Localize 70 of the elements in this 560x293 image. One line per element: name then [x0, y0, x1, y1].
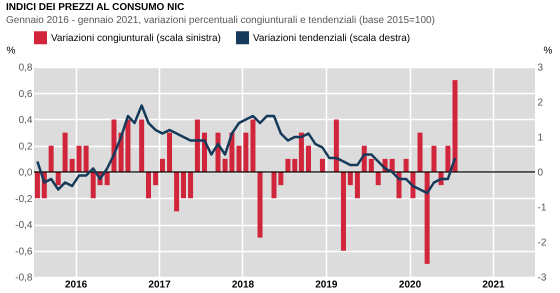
bar [354, 172, 360, 198]
legend-label: Variazioni congiunturali (scala sinistra) [51, 32, 221, 44]
bar [306, 146, 311, 172]
bar [125, 120, 130, 172]
bar [146, 172, 152, 198]
bar [56, 172, 61, 186]
bar [445, 146, 450, 172]
bar [418, 132, 423, 172]
bar [48, 146, 54, 172]
y-tick-label: 0,2 [18, 141, 33, 152]
x-tick-label: 2018 [232, 280, 255, 290]
bar [153, 172, 158, 186]
bar [320, 158, 325, 172]
y2-tick-label: 0 [538, 168, 544, 178]
y-tick-label: 0,8 [18, 62, 33, 74]
bar [139, 120, 144, 172]
y2-tick-label: -1 [538, 202, 547, 214]
y2-tick-label: 2 [538, 98, 544, 108]
bar [174, 172, 180, 212]
y2-tick-label: -2 [538, 238, 547, 248]
bar [404, 158, 409, 172]
bar [285, 158, 290, 172]
y2-tick-label: -3 [538, 272, 547, 284]
bar [160, 158, 165, 172]
bar [222, 158, 228, 172]
x-tick-label: 2021 [482, 280, 506, 290]
bar [34, 172, 40, 198]
bar [424, 172, 430, 264]
y-tick-label: 0,0 [18, 168, 33, 178]
y-tick-label: -0,6 [15, 246, 33, 258]
bar [431, 146, 436, 172]
x-tick-label: 2020 [398, 280, 422, 290]
bar [271, 172, 276, 198]
bar [84, 146, 89, 172]
bar [368, 158, 374, 172]
line-series [36, 104, 456, 194]
legend-label: Variazioni tendenziali (scala destra) [253, 32, 410, 44]
bar [194, 120, 200, 172]
bar [188, 172, 194, 198]
bar [340, 172, 346, 251]
bar [334, 120, 339, 172]
bar [90, 172, 96, 198]
bar [243, 132, 248, 172]
y-tick-label: -0,4 [15, 220, 33, 231]
y-axis-title: % [6, 46, 16, 56]
bar [452, 80, 458, 172]
bar [76, 146, 82, 172]
bar [376, 172, 381, 186]
chart-title: INDICI DEI PREZZI AL CONSUMO NIC [6, 2, 184, 13]
y2-axis-title: % [544, 46, 552, 56]
bar [180, 172, 186, 198]
y2-tick-label: 1 [538, 132, 544, 144]
bar [236, 146, 242, 172]
y-tick-label: -0,8 [15, 272, 33, 284]
x-tick-label: 2019 [315, 280, 338, 290]
bar [348, 172, 353, 186]
bar [104, 172, 110, 186]
bar [70, 158, 75, 172]
bar [278, 172, 284, 186]
x-tick-label: 2017 [148, 280, 172, 290]
y-tick-label: 0,4 [18, 115, 33, 126]
bar [250, 120, 256, 172]
chart-subtitle: Gennaio 2016 - gennaio 2021, variazioni percentuali congiunturali e tendenziali (base 2015=100) [6, 15, 435, 26]
x-tick-label: 2016 [64, 280, 88, 290]
bar [167, 132, 172, 172]
y2-tick-label: 3 [538, 62, 544, 74]
bar [258, 172, 263, 238]
y-tick-label: -0,2 [15, 194, 33, 205]
y-tick-label: 0,6 [18, 88, 33, 100]
bar [62, 132, 68, 172]
